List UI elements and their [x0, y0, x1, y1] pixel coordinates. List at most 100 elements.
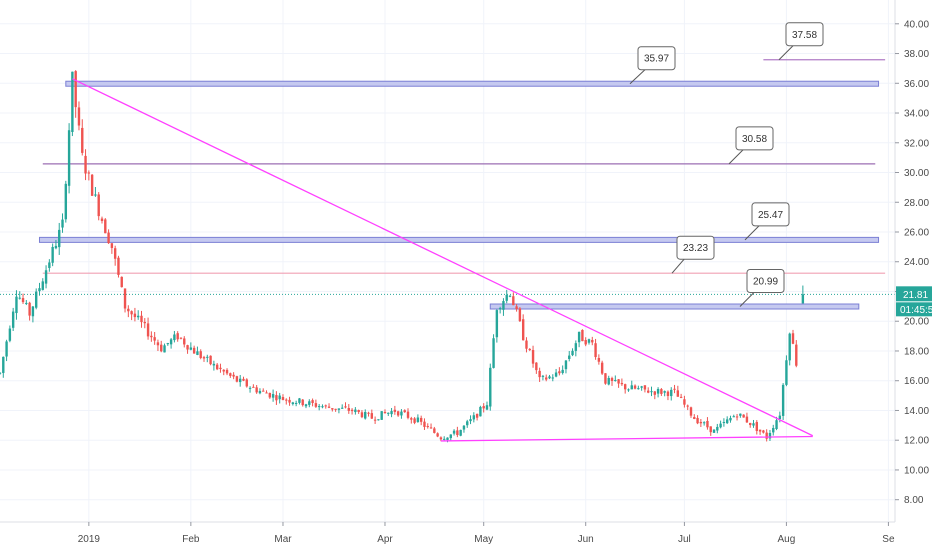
callout-box: [751, 202, 790, 227]
candle-body: [663, 391, 666, 393]
candle-body: [215, 364, 219, 370]
candle: [508, 294, 512, 298]
candle-body: [176, 333, 179, 340]
candle-body: [696, 417, 699, 424]
level-callout: 30.58: [728, 126, 774, 165]
candle-body: [390, 411, 393, 415]
candle: [781, 383, 785, 420]
candle-body: [482, 406, 485, 409]
candle: [393, 405, 397, 415]
candle: [146, 317, 150, 340]
candle: [449, 434, 452, 441]
candle-body: [505, 295, 508, 301]
candle-body: [31, 306, 35, 317]
candle: [34, 288, 38, 310]
candle-body: [169, 339, 173, 345]
candle-body: [571, 350, 574, 356]
candle: [591, 336, 594, 346]
candle-body: [722, 421, 726, 423]
candle-body: [380, 411, 383, 420]
candle: [617, 378, 620, 388]
candle: [521, 314, 525, 341]
candle: [113, 245, 117, 266]
candle-body: [709, 426, 712, 433]
candle-body: [337, 408, 341, 410]
candle: [265, 390, 268, 394]
candle-body: [587, 339, 591, 343]
candle-body: [469, 419, 472, 422]
candle-body: [186, 345, 189, 350]
candle-body: [173, 334, 176, 341]
candle: [370, 409, 374, 420]
candle: [54, 240, 58, 250]
candle-body: [347, 408, 350, 411]
candle: [67, 123, 71, 194]
candle: [291, 401, 295, 406]
candle: [548, 374, 551, 380]
candle-body: [610, 378, 614, 381]
candle-body: [120, 276, 123, 288]
candle: [653, 390, 656, 400]
candle: [239, 374, 242, 387]
candle: [120, 276, 123, 288]
candle-body: [561, 369, 564, 374]
candle: [749, 422, 752, 428]
candle-body: [51, 246, 54, 263]
horizontal-levels: [0, 59, 895, 310]
candle-body: [77, 107, 81, 126]
candle-body: [160, 344, 163, 352]
candle-body: [81, 127, 84, 153]
candle-body: [466, 421, 469, 426]
candle: [535, 362, 538, 374]
candle-body: [262, 390, 265, 392]
candle-body: [594, 343, 597, 358]
candle: [745, 412, 749, 423]
candle-body: [795, 344, 798, 366]
candle: [5, 339, 8, 362]
candle: [127, 305, 130, 318]
candle: [271, 389, 275, 402]
candle: [64, 180, 68, 223]
candle-body: [350, 409, 354, 412]
candle-body: [650, 391, 653, 393]
countdown-badge: [896, 302, 932, 317]
candle-body: [183, 338, 186, 345]
candle-body: [765, 432, 768, 439]
candle: [150, 331, 153, 342]
candle: [364, 409, 367, 420]
x-tick-label: Se: [882, 534, 895, 545]
candle-body: [419, 417, 423, 422]
candle: [426, 423, 429, 429]
candle: [729, 415, 732, 423]
candle: [235, 375, 239, 383]
candle: [275, 391, 278, 405]
candle-body: [670, 389, 673, 397]
candle: [505, 289, 508, 304]
price-axis[interactable]: 40.00 38.00 36.00 34.00 32.00 30.00 28.00 26.00…: [894, 0, 932, 522]
candle-body: [8, 328, 12, 341]
candle: [31, 305, 35, 323]
candle-body: [166, 343, 170, 345]
candle-body: [291, 402, 295, 405]
candle-body: [84, 155, 87, 174]
candle: [396, 410, 400, 417]
candle: [169, 337, 173, 349]
candle-body: [725, 419, 729, 424]
candle-body: [304, 404, 308, 407]
candle-body: [495, 310, 499, 338]
candle-body: [383, 411, 387, 414]
candle: [607, 375, 610, 386]
level-callout: 20.99: [739, 269, 785, 307]
candle-body: [732, 416, 735, 418]
candle: [502, 298, 505, 316]
candle: [571, 348, 574, 357]
time-axis[interactable]: 2019 Feb Mar Apr May Jun Jul Aug Se: [0, 521, 895, 545]
candle-body: [317, 406, 321, 408]
last-candle: [801, 285, 805, 304]
candle-body: [502, 301, 505, 310]
candle: [225, 368, 229, 376]
candle-body: [679, 396, 683, 398]
y-tick-label: 28.00: [904, 198, 929, 209]
